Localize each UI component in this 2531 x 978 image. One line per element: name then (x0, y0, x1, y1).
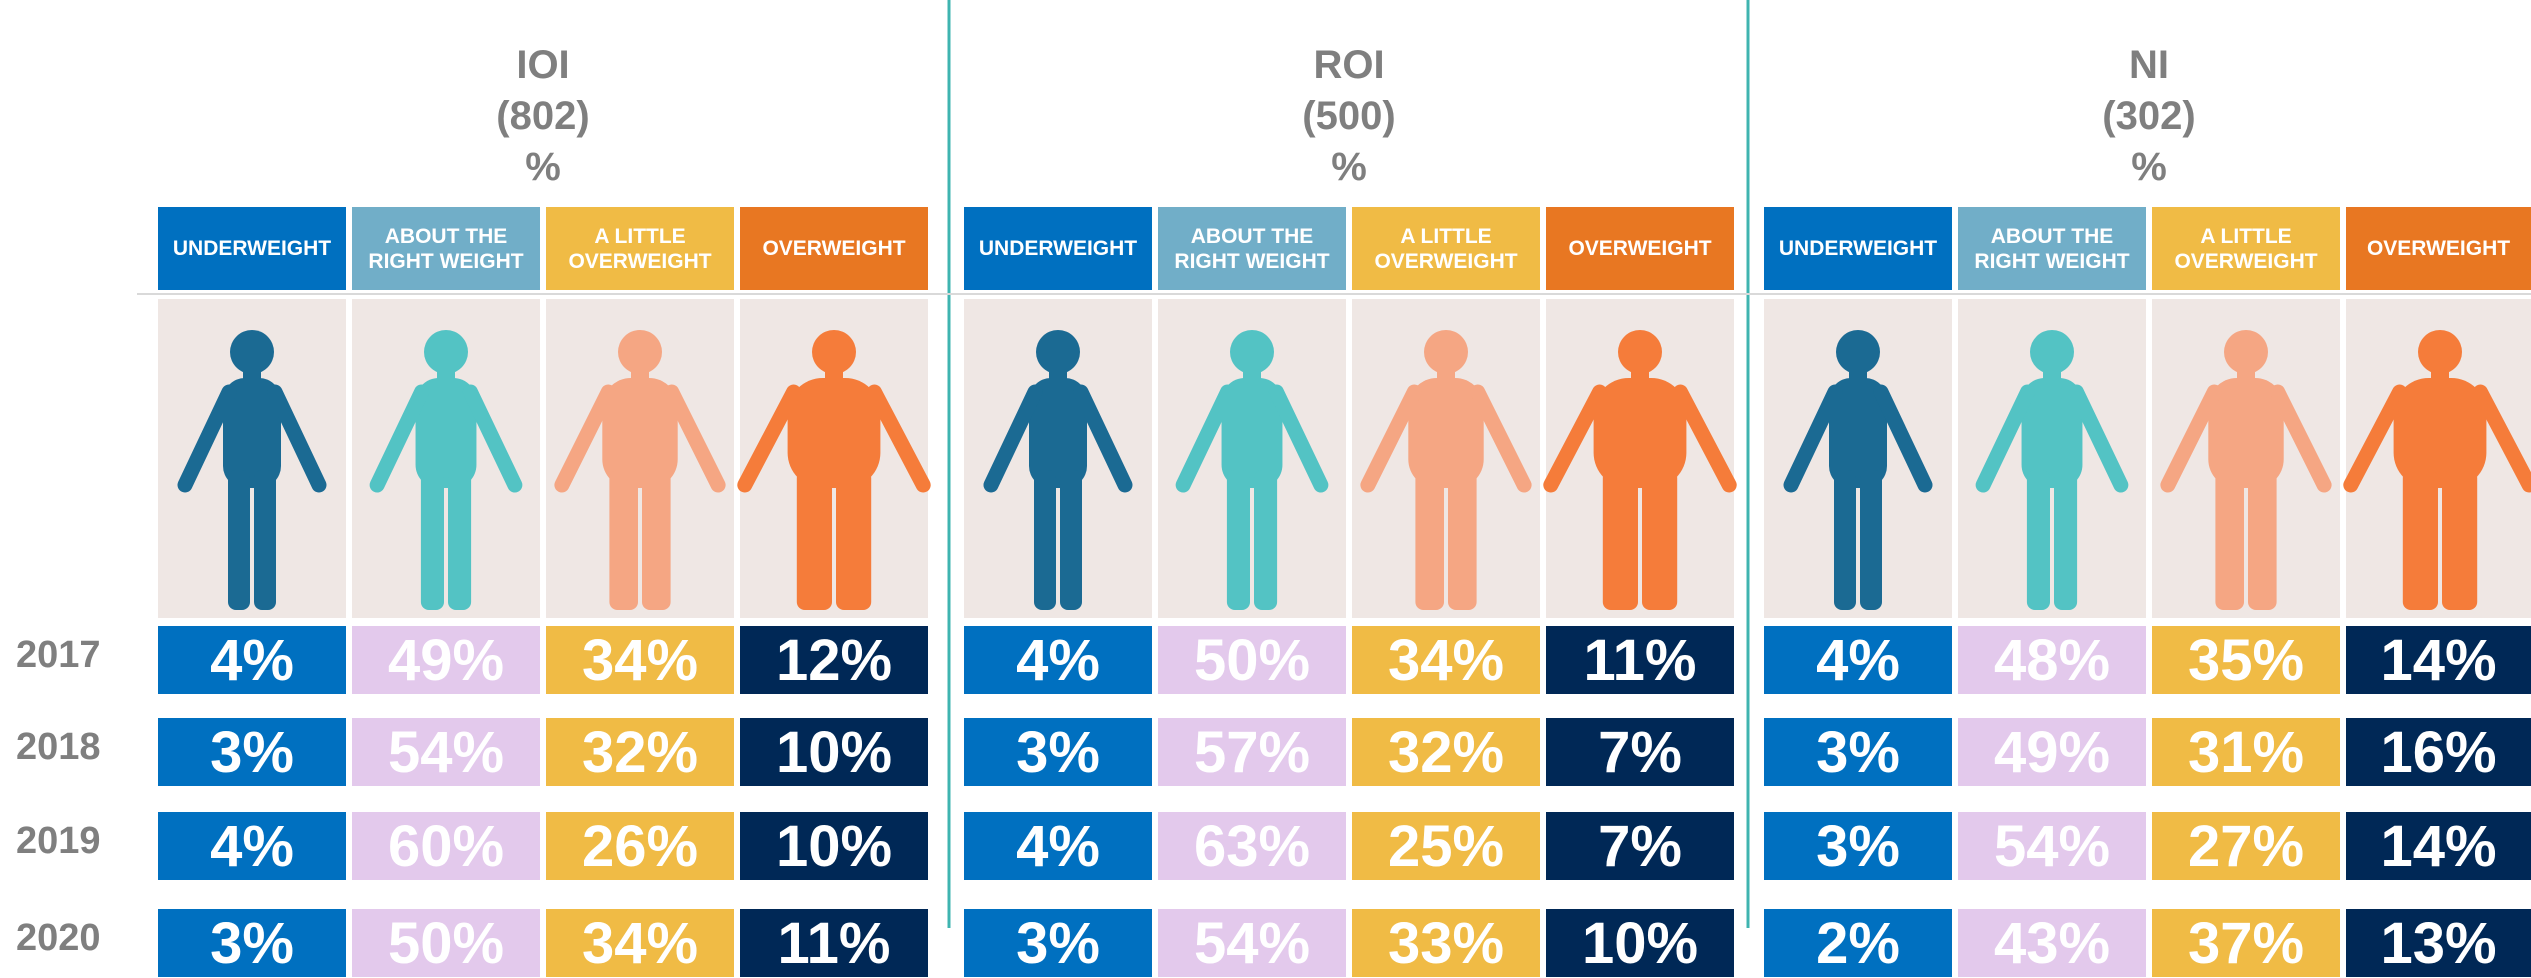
percent-cell: 13% (2346, 909, 2531, 977)
percent-cell: 4% (964, 812, 1152, 880)
percent-cell: 3% (158, 909, 346, 977)
percent-cell: 7% (1546, 718, 1734, 786)
category-header: UNDERWEIGHT (964, 207, 1152, 290)
percent-cell: 3% (1764, 812, 1952, 880)
category-header: UNDERWEIGHT (158, 207, 346, 290)
category-header: OVERWEIGHT (2346, 207, 2531, 290)
body-figure (983, 330, 1133, 610)
percent-cell: 49% (352, 626, 540, 694)
percent-cell: 54% (352, 718, 540, 786)
percent-cell: 60% (352, 812, 540, 880)
percent-cell: 34% (546, 909, 734, 977)
percent-cell: 32% (1352, 718, 1540, 786)
percent-cell: 25% (1352, 812, 1540, 880)
category-header: UNDERWEIGHT (1764, 207, 1952, 290)
panel-title: NI (2129, 43, 2169, 87)
category-header: OVERWEIGHT (740, 207, 928, 290)
percent-cell: 34% (546, 626, 734, 694)
percent-cell: 32% (546, 718, 734, 786)
percent-cell: 35% (2152, 626, 2340, 694)
body-figure (1975, 330, 2129, 610)
year-label: 2019 (16, 820, 101, 862)
panel-title: (302) (2102, 94, 2196, 138)
body-figure (369, 330, 523, 610)
year-label: 2017 (16, 634, 101, 676)
percent-cell: 31% (2152, 718, 2340, 786)
category-header: A LITTLE OVERWEIGHT (546, 207, 734, 290)
category-header: OVERWEIGHT (1546, 207, 1734, 290)
percent-cell: 48% (1958, 626, 2146, 694)
percent-cell: 10% (740, 718, 928, 786)
percent-cell: 14% (2346, 812, 2531, 880)
percent-cell: 3% (964, 909, 1152, 977)
percent-cell: 26% (546, 812, 734, 880)
percent-cell: 2% (1764, 909, 1952, 977)
panel-title: % (2131, 145, 2167, 189)
percent-cell: 3% (1764, 718, 1952, 786)
body-figure (737, 330, 931, 610)
category-header: A LITTLE OVERWEIGHT (2152, 207, 2340, 290)
percent-cell: 34% (1352, 626, 1540, 694)
panel-title: IOI (516, 43, 570, 87)
percent-cell: 16% (2346, 718, 2531, 786)
year-label: 2020 (16, 917, 101, 959)
percent-cell: 10% (740, 812, 928, 880)
percent-cell: 4% (1764, 626, 1952, 694)
panel-title: (500) (1302, 94, 1396, 138)
percent-cell: 4% (158, 812, 346, 880)
body-figure (2160, 330, 2332, 610)
panel-title: % (525, 145, 561, 189)
body-figure (1175, 330, 1329, 610)
percent-cell: 11% (740, 909, 928, 977)
percent-cell: 63% (1158, 812, 1346, 880)
panel-title: % (1331, 145, 1367, 189)
category-header: ABOUT THE RIGHT WEIGHT (352, 207, 540, 290)
percent-cell: 11% (1546, 626, 1734, 694)
panel-title: (802) (496, 94, 590, 138)
category-header: ABOUT THE RIGHT WEIGHT (1158, 207, 1346, 290)
percent-cell: 54% (1958, 812, 2146, 880)
percent-cell: 14% (2346, 626, 2531, 694)
percent-cell: 37% (2152, 909, 2340, 977)
percent-cell: 3% (158, 718, 346, 786)
percent-cell: 57% (1158, 718, 1346, 786)
category-header: ABOUT THE RIGHT WEIGHT (1958, 207, 2146, 290)
percent-cell: 33% (1352, 909, 1540, 977)
year-label: 2018 (16, 726, 101, 768)
body-figure (2343, 330, 2531, 610)
percent-cell: 12% (740, 626, 928, 694)
percent-cell: 43% (1958, 909, 2146, 977)
percent-cell: 10% (1546, 909, 1734, 977)
percent-cell: 54% (1158, 909, 1346, 977)
body-figure (1360, 330, 1532, 610)
percent-cell: 27% (2152, 812, 2340, 880)
panel-title: ROI (1313, 43, 1385, 87)
percent-cell: 49% (1958, 718, 2146, 786)
percent-cell: 4% (158, 626, 346, 694)
body-figure (177, 330, 327, 610)
percent-cell: 4% (964, 626, 1152, 694)
body-figure (554, 330, 726, 610)
percent-cell: 50% (352, 909, 540, 977)
body-figure (1783, 330, 1933, 610)
body-figure (1543, 330, 1737, 610)
percent-cell: 50% (1158, 626, 1346, 694)
percent-cell: 7% (1546, 812, 1734, 880)
category-header: A LITTLE OVERWEIGHT (1352, 207, 1540, 290)
percent-cell: 3% (964, 718, 1152, 786)
